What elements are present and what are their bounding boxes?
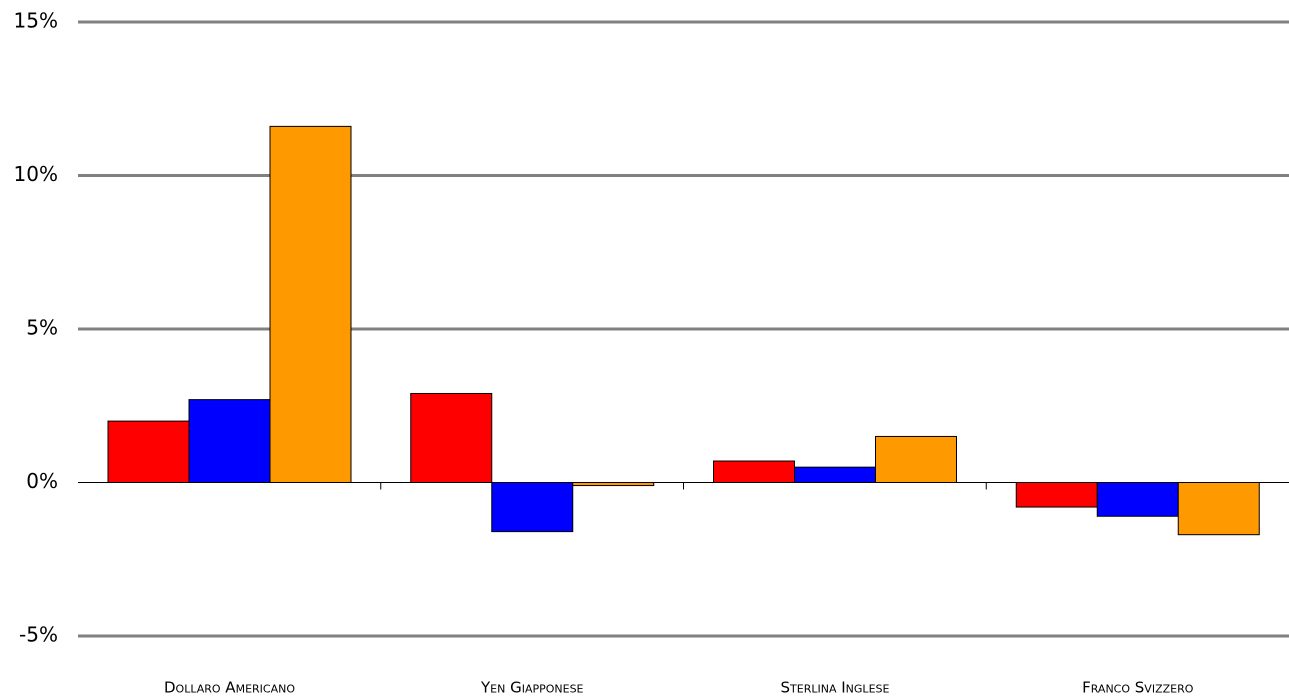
- y-tick-label: 5%: [26, 316, 58, 340]
- bar: [491, 482, 574, 533]
- bar: [713, 460, 795, 484]
- bar: [572, 482, 655, 487]
- bar: [1177, 482, 1260, 536]
- y-tick-label: -5%: [19, 623, 58, 647]
- bar: [1015, 482, 1098, 508]
- x-tick-label: Franco Svizzero: [1082, 679, 1194, 697]
- y-tick-label: 15%: [14, 9, 58, 33]
- bar: [107, 420, 190, 484]
- x-tick-label: Yen Giapponese: [480, 679, 584, 697]
- bar: [794, 466, 876, 483]
- bar: [410, 392, 493, 483]
- y-tick-label: 10%: [14, 162, 58, 186]
- bar: [269, 125, 352, 483]
- x-tick-label: Dollaro Americano: [164, 679, 295, 697]
- x-tick-label: Sterlina Inglese: [781, 679, 890, 697]
- bar: [1096, 482, 1179, 517]
- bar: [188, 399, 271, 483]
- bar: [875, 435, 957, 484]
- y-tick-label: 0%: [26, 469, 58, 493]
